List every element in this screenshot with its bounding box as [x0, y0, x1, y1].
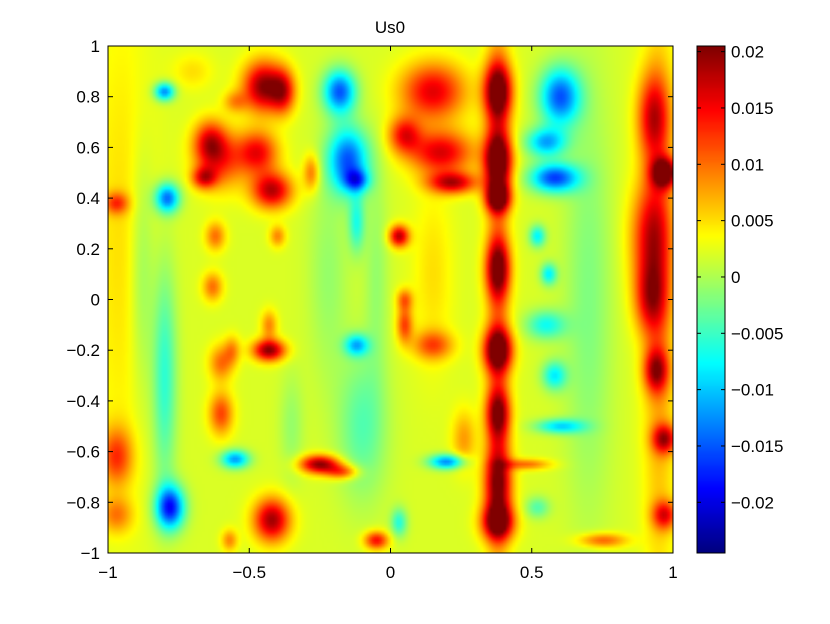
heatmap-image	[108, 46, 673, 553]
y-tick-label: −0.8	[66, 493, 100, 512]
colorbar-ticks	[697, 51, 725, 503]
colorbar-tick-label: 0.015	[731, 99, 774, 118]
y-tick-label: 1	[91, 37, 100, 56]
colorbar-tick-labels: 0.02 0.015 0.01 0.005 0 −0.005 −0.01 −0.015 −0.0…	[731, 43, 783, 513]
plot-frame	[107, 45, 674, 554]
x-tick-label: −1	[98, 563, 117, 582]
x-tick-labels: −1 −0.5 0 0.5 1	[98, 563, 677, 582]
x-tick-label: 0.5	[520, 563, 544, 582]
y-tick-label: 0.2	[76, 240, 100, 259]
x-tick-label: 0	[386, 563, 395, 582]
y-tick-label: 0.6	[76, 138, 100, 157]
colorbar-image	[697, 46, 725, 553]
colorbar-tick-label: 0.02	[731, 43, 764, 62]
colorbar-tick-label: −0.02	[731, 493, 774, 512]
colorbar-frame	[696, 45, 726, 554]
colorbar-tick-label: 0	[731, 268, 740, 287]
colorbar-tick-label: 0.01	[731, 155, 764, 174]
colorbar: 0.02 0.015 0.01 0.005 0 −0.005 −0.01 −0.015 −0.0…	[696, 43, 783, 554]
y-tick-label: −0.4	[66, 392, 100, 411]
y-tick-label: −0.6	[66, 443, 100, 462]
x-tick-label: −0.5	[232, 563, 266, 582]
colorbar-tick-label: −0.01	[731, 381, 774, 400]
y-tick-label: −1	[81, 544, 100, 563]
y-tick-label: 0.8	[76, 88, 100, 107]
y-tick-label: 0.4	[76, 189, 100, 208]
colorbar-tick-label: 0.005	[731, 212, 774, 231]
colorbar-tick-label: −0.015	[731, 437, 783, 456]
x-tick-label: 1	[668, 563, 677, 582]
chart-title: Us0	[375, 18, 405, 37]
y-tick-labels: −1 −0.8 −0.6 −0.4 −0.2 0 0.2 0.4 0.6 0.8 1	[66, 37, 100, 563]
y-tick-label: 0	[91, 291, 100, 310]
y-tick-label: −0.2	[66, 341, 100, 360]
plot-area: −1 −0.5 0 0.5 1 −1 −0.8 −0.6 −0.4 −0.2 0 0.2 0.4 0.6…	[66, 37, 677, 582]
colorbar-tick-label: −0.005	[731, 324, 783, 343]
